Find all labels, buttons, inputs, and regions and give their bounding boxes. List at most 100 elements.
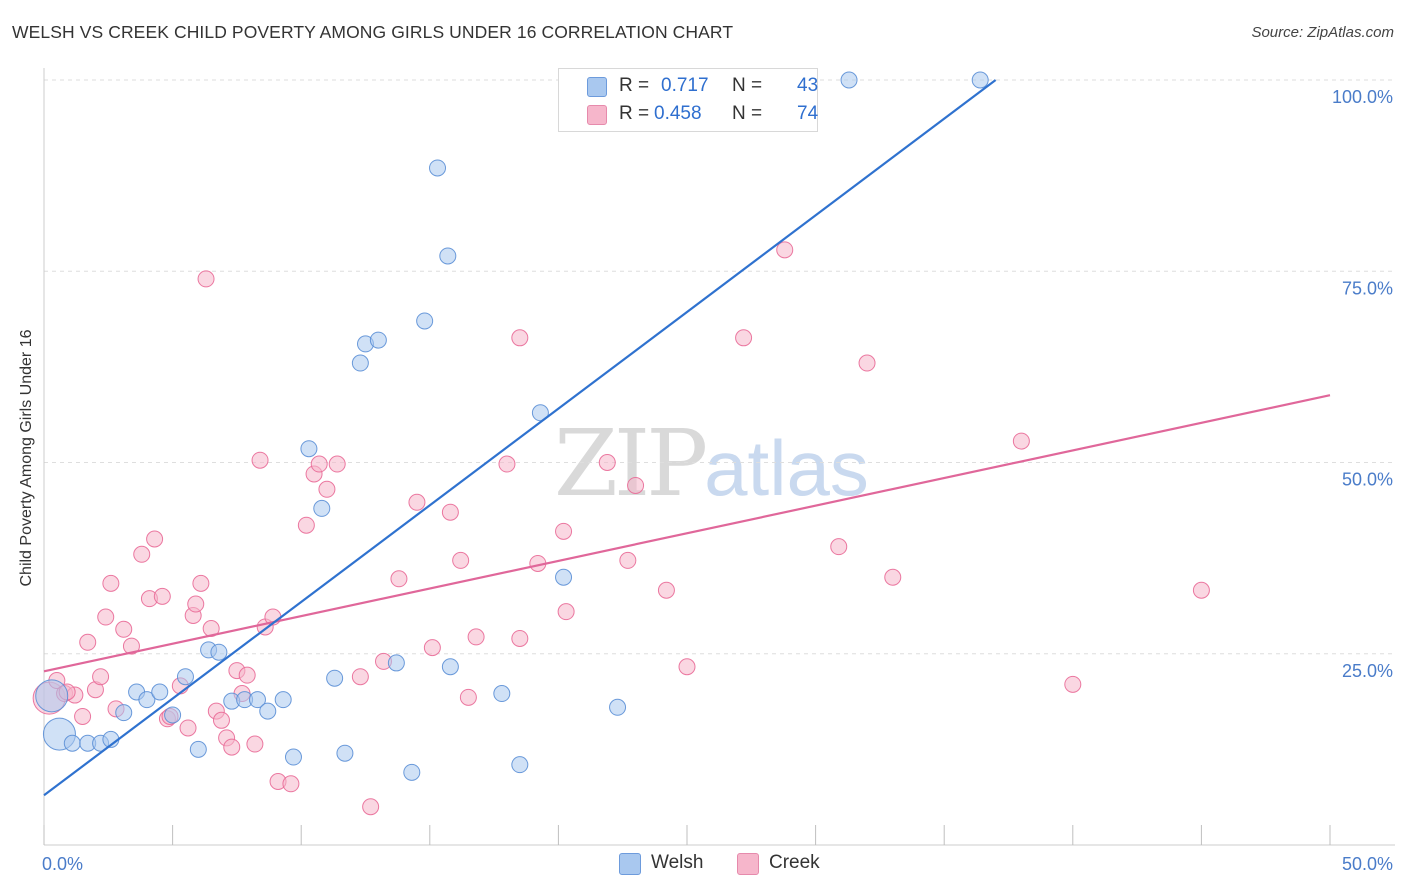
creek-point	[362, 798, 380, 816]
creek-point	[282, 775, 300, 793]
creek-point	[212, 711, 230, 729]
creek-point	[122, 637, 140, 655]
creek-r-label: R =	[619, 103, 650, 124]
creek-point	[452, 551, 470, 569]
welsh-point	[840, 71, 858, 89]
creek-point	[1064, 675, 1082, 693]
welsh-point	[274, 691, 292, 709]
y-tick-label: 75.0%	[1342, 278, 1393, 298]
welsh-point	[441, 658, 459, 676]
welsh-point	[35, 679, 69, 713]
creek-point	[318, 480, 336, 498]
welsh-point	[189, 740, 207, 758]
source-label: Source: ZipAtlas.com	[1251, 24, 1394, 41]
welsh-point	[164, 706, 182, 724]
welsh-point	[259, 702, 277, 720]
welsh-trend-line	[43, 79, 997, 797]
welsh-point	[351, 354, 369, 372]
correlation-legend: R = 0.717 N = 43 R = 0.458 N = 74	[558, 68, 818, 132]
creek-point	[619, 551, 637, 569]
creek-point	[830, 538, 848, 556]
y-tick-label: 100.0%	[1332, 87, 1393, 107]
welsh-point	[63, 734, 81, 752]
welsh-point	[284, 748, 302, 766]
x-tick-label: 50.0%	[1342, 854, 1393, 874]
creek-point	[79, 633, 97, 651]
welsh-point	[416, 312, 434, 330]
welsh-point	[971, 71, 989, 89]
creek-point	[351, 668, 369, 686]
tick-labels: 25.0% 50.0% 75.0% 100.0% 0.0% 50.0%	[42, 87, 1393, 874]
creek-point	[678, 658, 696, 676]
creek-point	[297, 516, 315, 534]
welsh-point	[313, 499, 331, 517]
creek-point	[423, 639, 441, 657]
creek-point	[776, 241, 794, 259]
legend-welsh-swatch	[619, 853, 641, 875]
creek-point	[153, 587, 171, 605]
axes	[43, 68, 1395, 846]
creek-point	[310, 455, 328, 473]
creek-points	[32, 241, 1210, 816]
creek-point	[192, 574, 210, 592]
x-tick-label: 0.0%	[42, 854, 83, 874]
trend-lines	[43, 79, 1331, 797]
watermark: ZIPatlas	[554, 410, 869, 517]
welsh-n-label: N =	[732, 75, 763, 96]
welsh-point	[493, 685, 511, 703]
welsh-r-label: R =	[619, 75, 650, 96]
creek-point	[223, 738, 241, 756]
creek-point	[146, 530, 164, 548]
creek-point	[1012, 432, 1030, 450]
chart-title: WELSH VS CREEK CHILD POVERTY AMONG GIRLS…	[12, 22, 734, 42]
welsh-point	[326, 669, 344, 687]
gridlines	[44, 79, 1395, 655]
creek-point	[187, 595, 205, 613]
creek-point	[884, 568, 902, 586]
y-tick-label: 50.0%	[1342, 470, 1393, 490]
welsh-point	[609, 698, 627, 716]
welsh-n-value: 43	[797, 75, 819, 96]
welsh-point	[403, 763, 421, 781]
creek-point	[133, 545, 151, 563]
welsh-point	[115, 704, 133, 722]
legend-creek-label: Creek	[769, 852, 820, 873]
welsh-point	[300, 440, 318, 458]
creek-point	[627, 476, 645, 494]
creek-point	[328, 455, 346, 473]
legend-creek-swatch	[737, 853, 759, 875]
creek-point	[408, 493, 426, 511]
creek-point	[197, 270, 215, 288]
y-tick-label: 25.0%	[1342, 661, 1393, 681]
creek-point	[97, 608, 115, 626]
welsh-point	[555, 568, 573, 586]
welsh-points	[35, 71, 989, 781]
creek-point	[441, 503, 459, 521]
watermark-zip: ZIP	[554, 410, 708, 517]
legend-welsh-label: Welsh	[651, 852, 704, 873]
creek-point	[555, 522, 573, 540]
creek-point	[735, 329, 753, 347]
welsh-swatch	[587, 77, 607, 97]
welsh-point	[151, 683, 169, 701]
creek-point	[251, 451, 269, 469]
creek-point	[74, 707, 92, 725]
creek-point	[657, 581, 675, 599]
creek-n-label: N =	[732, 103, 763, 124]
welsh-point	[429, 159, 447, 177]
creek-n-value: 74	[797, 103, 819, 124]
welsh-point	[439, 247, 457, 265]
creek-point	[115, 620, 133, 638]
welsh-point	[369, 331, 387, 349]
creek-r-value: 0.458	[654, 103, 702, 124]
creek-point	[511, 329, 529, 347]
creek-trend-line	[43, 394, 1331, 673]
welsh-point	[210, 643, 228, 661]
creek-swatch	[587, 105, 607, 125]
creek-point	[390, 570, 408, 588]
creek-point	[598, 454, 616, 471]
welsh-point	[531, 404, 549, 422]
welsh-point	[387, 654, 405, 672]
creek-point	[102, 574, 120, 592]
